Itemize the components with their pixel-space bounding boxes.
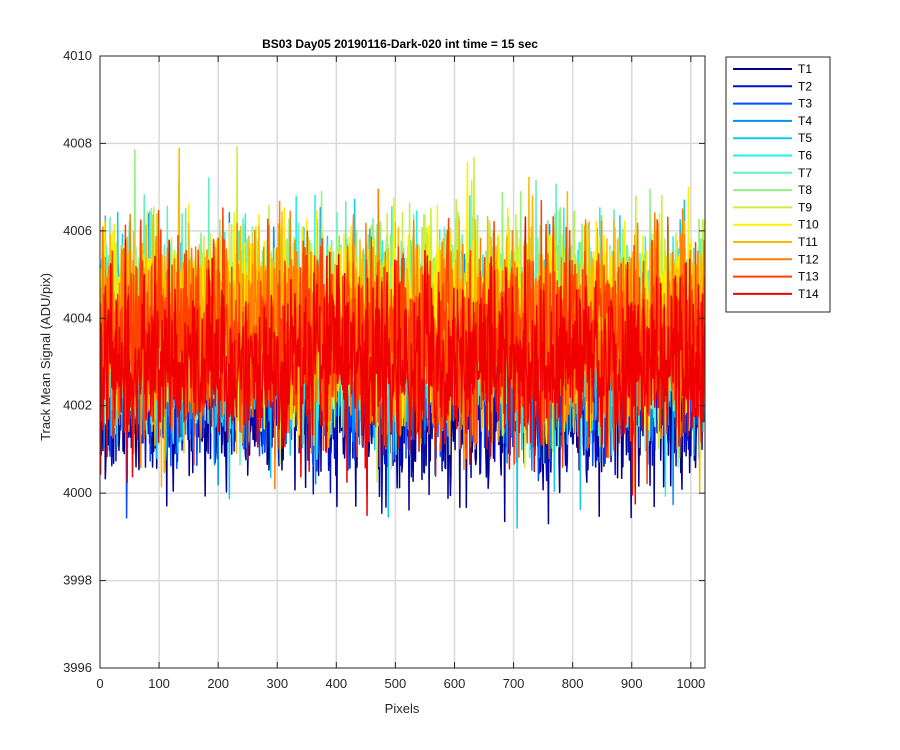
y-tick-label: 4010	[63, 48, 92, 63]
legend-label-t1: T1	[798, 62, 812, 76]
legend-label-t11: T11	[798, 235, 818, 249]
series-lines	[100, 145, 705, 529]
y-tick-label: 4006	[63, 223, 92, 238]
x-tick-label: 800	[562, 676, 584, 691]
legend-label-t6: T6	[798, 149, 812, 163]
y-axis-label: Track Mean Signal (ADU/pix)	[38, 273, 53, 441]
legend-label-t12: T12	[798, 252, 819, 266]
x-tick-label: 700	[503, 676, 525, 691]
y-tick-label: 4008	[63, 135, 92, 150]
x-tick-label: 400	[325, 676, 347, 691]
legend-label-t2: T2	[798, 79, 812, 93]
y-tick-label: 3998	[63, 573, 92, 588]
x-tick-label: 900	[621, 676, 643, 691]
legend: T1 T2 T3 T4 T5 T6 T7 T8 T9 T10 T11 T12 T13 T14	[725, 56, 831, 313]
legend-box	[725, 56, 831, 313]
y-axis-ticks: 3996 3998 4000 4002 4004 4006 4008 4010	[63, 48, 705, 675]
series-line-t14	[100, 216, 705, 517]
plot-frame	[99, 55, 706, 669]
y-tick-label: 4002	[63, 398, 92, 413]
x-tick-label: 300	[266, 676, 288, 691]
legend-label-t3: T3	[798, 97, 812, 111]
y-tick-label: 3996	[63, 660, 92, 675]
x-axis-label: Pixels	[385, 701, 420, 716]
legend-label-t5: T5	[798, 131, 812, 145]
x-axis-ticks: 0 100 200 300 400 500 600 700 800 900 1000	[96, 56, 705, 691]
x-tick-label: 500	[385, 676, 407, 691]
legend-label-t4: T4	[798, 114, 812, 128]
x-tick-label: 600	[444, 676, 466, 691]
y-tick-label: 4000	[63, 485, 92, 500]
legend-label-t10: T10	[798, 218, 819, 232]
legend-label-t9: T9	[798, 200, 812, 214]
legend-label-t14: T14	[798, 287, 819, 301]
x-tick-label: 100	[148, 676, 170, 691]
chart-title: BS03 Day05 20190116-Dark-020 int time = …	[262, 37, 538, 51]
x-tick-label: 200	[207, 676, 229, 691]
x-tick-label: 1000	[676, 676, 705, 691]
legend-label-t13: T13	[798, 270, 819, 284]
x-tick-label: 0	[96, 676, 103, 691]
y-tick-label: 4004	[63, 310, 92, 325]
legend-label-t7: T7	[798, 166, 812, 180]
legend-label-t8: T8	[798, 183, 812, 197]
